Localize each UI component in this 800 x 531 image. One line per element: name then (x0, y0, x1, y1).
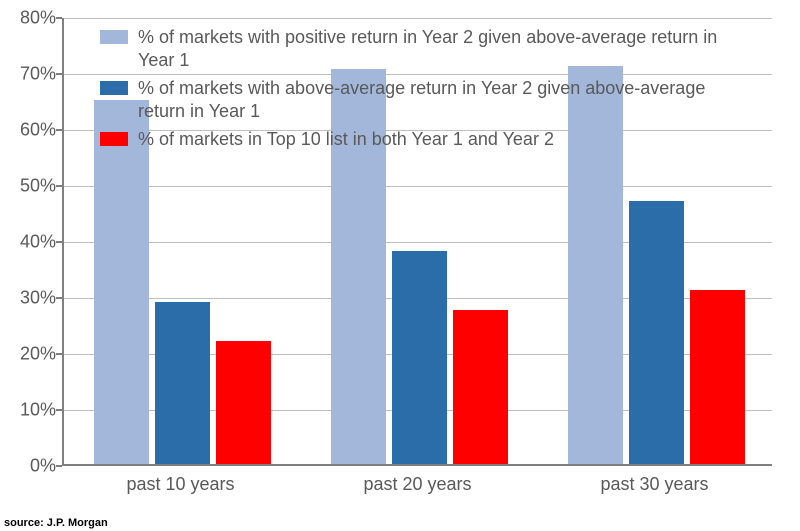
bar (216, 341, 271, 464)
gridline (64, 18, 772, 19)
legend-item: % of markets with above-average return i… (100, 77, 740, 122)
gridline (64, 186, 772, 187)
y-axis-label: 60% (20, 120, 56, 141)
legend-swatch (100, 132, 128, 146)
x-axis-label: past 30 years (600, 474, 708, 495)
bar (392, 251, 447, 464)
y-axis-label: 80% (20, 8, 56, 29)
source-attribution: source: J.P. Morgan (4, 517, 108, 529)
chart-legend: % of markets with positive return in Yea… (100, 26, 740, 157)
legend-item: % of markets with positive return in Yea… (100, 26, 740, 71)
bar (155, 302, 210, 464)
y-axis-label: 20% (20, 344, 56, 365)
legend-item: % of markets in Top 10 list in both Year… (100, 128, 740, 151)
y-axis-label: 70% (20, 64, 56, 85)
bar (453, 310, 508, 464)
legend-swatch (100, 30, 128, 44)
bar (690, 290, 745, 464)
y-axis-label: 30% (20, 288, 56, 309)
legend-swatch (100, 81, 128, 95)
legend-label: % of markets with above-average return i… (138, 77, 740, 122)
y-axis-label: 50% (20, 176, 56, 197)
y-axis-label: 10% (20, 400, 56, 421)
legend-label: % of markets in Top 10 list in both Year… (138, 128, 554, 151)
y-axis-label: 40% (20, 232, 56, 253)
bar (629, 201, 684, 464)
x-axis-label: past 20 years (363, 474, 471, 495)
y-axis-label: 0% (30, 456, 56, 477)
legend-label: % of markets with positive return in Yea… (138, 26, 740, 71)
x-axis-label: past 10 years (126, 474, 234, 495)
